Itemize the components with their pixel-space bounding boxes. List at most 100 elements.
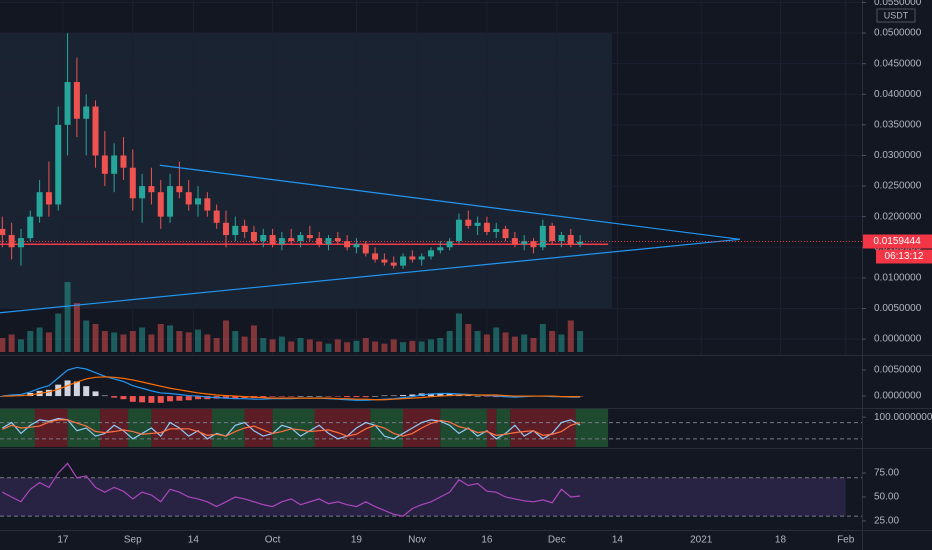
histogram-bar — [101, 395, 108, 397]
volume-bar — [232, 331, 239, 352]
histogram-bar — [73, 381, 80, 397]
volume-bar — [325, 343, 332, 352]
candle-body — [372, 253, 379, 260]
histogram-bar — [83, 386, 90, 397]
histogram-bar — [428, 393, 434, 397]
x-tick-label: Dec — [548, 535, 566, 546]
signal-zone — [212, 409, 245, 447]
candle-body — [278, 238, 285, 245]
signal-zone — [486, 409, 497, 447]
volume-bar — [185, 332, 192, 352]
series-line — [2, 417, 581, 440]
candle-body — [465, 219, 472, 226]
y-tick-label: 0.0550000 — [874, 0, 922, 8]
candle-body — [139, 186, 146, 199]
histogram-bar — [157, 396, 164, 403]
volume-bar — [372, 341, 379, 352]
y-tick-label: 75.00 — [874, 468, 899, 479]
histogram-bar — [288, 396, 295, 397]
volume-bar — [204, 334, 211, 352]
volume-bar — [567, 320, 574, 352]
y-tick-label: 0.0000000 — [874, 391, 922, 402]
candle-body — [325, 238, 332, 245]
candle-body — [27, 216, 34, 239]
x-tick-label: Sep — [124, 535, 142, 546]
histogram-bar — [64, 380, 71, 397]
histogram-bar — [400, 395, 407, 397]
candle-body — [530, 241, 537, 248]
volume-bar — [446, 331, 453, 352]
candle-body — [36, 192, 43, 217]
candle-body — [157, 192, 164, 217]
currency: USDT — [884, 10, 909, 20]
histogram-bar — [111, 396, 118, 398]
candle-body — [334, 238, 341, 242]
candle-body — [17, 238, 24, 248]
y-tick-label: 0.0500000 — [874, 28, 922, 39]
y-tick-label: 0.0200000 — [874, 211, 922, 222]
candle-body — [73, 82, 80, 119]
histogram-bar — [195, 396, 202, 400]
candle-body — [437, 247, 444, 251]
y-tick-label: 25.00 — [874, 516, 899, 527]
candle-body — [539, 225, 546, 248]
histogram-bar — [409, 394, 416, 397]
histogram-bar — [372, 396, 379, 397]
candle-body — [577, 241, 584, 245]
currency-box — [876, 8, 916, 23]
volume-bar — [344, 342, 351, 352]
x-tick-label: 14 — [188, 535, 200, 546]
signal-zone — [151, 409, 213, 447]
candle-body — [213, 210, 220, 223]
candle-body — [260, 235, 267, 242]
volume-bar — [101, 331, 108, 352]
candle-body — [176, 186, 183, 193]
candle-body — [409, 256, 416, 260]
volume-bar — [409, 340, 416, 352]
candle-body — [250, 231, 257, 242]
volume-bar — [493, 327, 500, 352]
volume-bar — [511, 336, 518, 352]
volume-bar — [45, 332, 52, 352]
volume-bar — [17, 339, 24, 352]
volume-bar — [250, 325, 257, 352]
last-price-box — [863, 234, 932, 249]
y-tick-label: 0.0050000 — [874, 303, 922, 314]
histogram-bar — [176, 396, 183, 401]
histogram-bar — [222, 396, 229, 399]
signal-zone — [496, 409, 511, 447]
candle-body — [316, 238, 323, 245]
trendline — [159, 164, 740, 240]
y-tick-label: 0.0100000 — [874, 273, 922, 284]
signal-zone — [314, 409, 371, 447]
histogram-bar — [334, 396, 341, 397]
x-tick-label: Nov — [408, 535, 426, 546]
volume-bar — [306, 339, 313, 352]
histogram-bar — [55, 384, 62, 397]
volume-bar — [27, 331, 34, 352]
histogram-bar — [129, 396, 136, 402]
candle-body — [45, 192, 52, 205]
x-tick-label: 2021 — [690, 535, 713, 546]
volume-bar — [353, 340, 360, 352]
candle-body — [493, 228, 500, 232]
candle-body — [241, 225, 248, 232]
histogram-bar — [474, 396, 481, 397]
histogram-bar — [185, 396, 192, 401]
candle-body — [502, 228, 509, 239]
candle-body — [0, 228, 6, 236]
candle-body — [167, 186, 174, 217]
volume-bar — [539, 324, 546, 352]
volume-bar — [521, 334, 528, 352]
y-tick-label: 0.0450000 — [874, 58, 922, 69]
volume-bar — [222, 320, 229, 352]
y-tick-label: 0.0050000 — [874, 365, 922, 376]
y-tick-label: 0.0300000 — [874, 150, 922, 161]
candle-body — [455, 219, 462, 242]
trendline — [0, 238, 740, 314]
signal-zone — [34, 409, 68, 447]
volume-bar — [577, 331, 584, 352]
histogram-bar — [269, 396, 276, 397]
volume-bar — [195, 329, 202, 352]
volume-bar — [455, 313, 462, 352]
